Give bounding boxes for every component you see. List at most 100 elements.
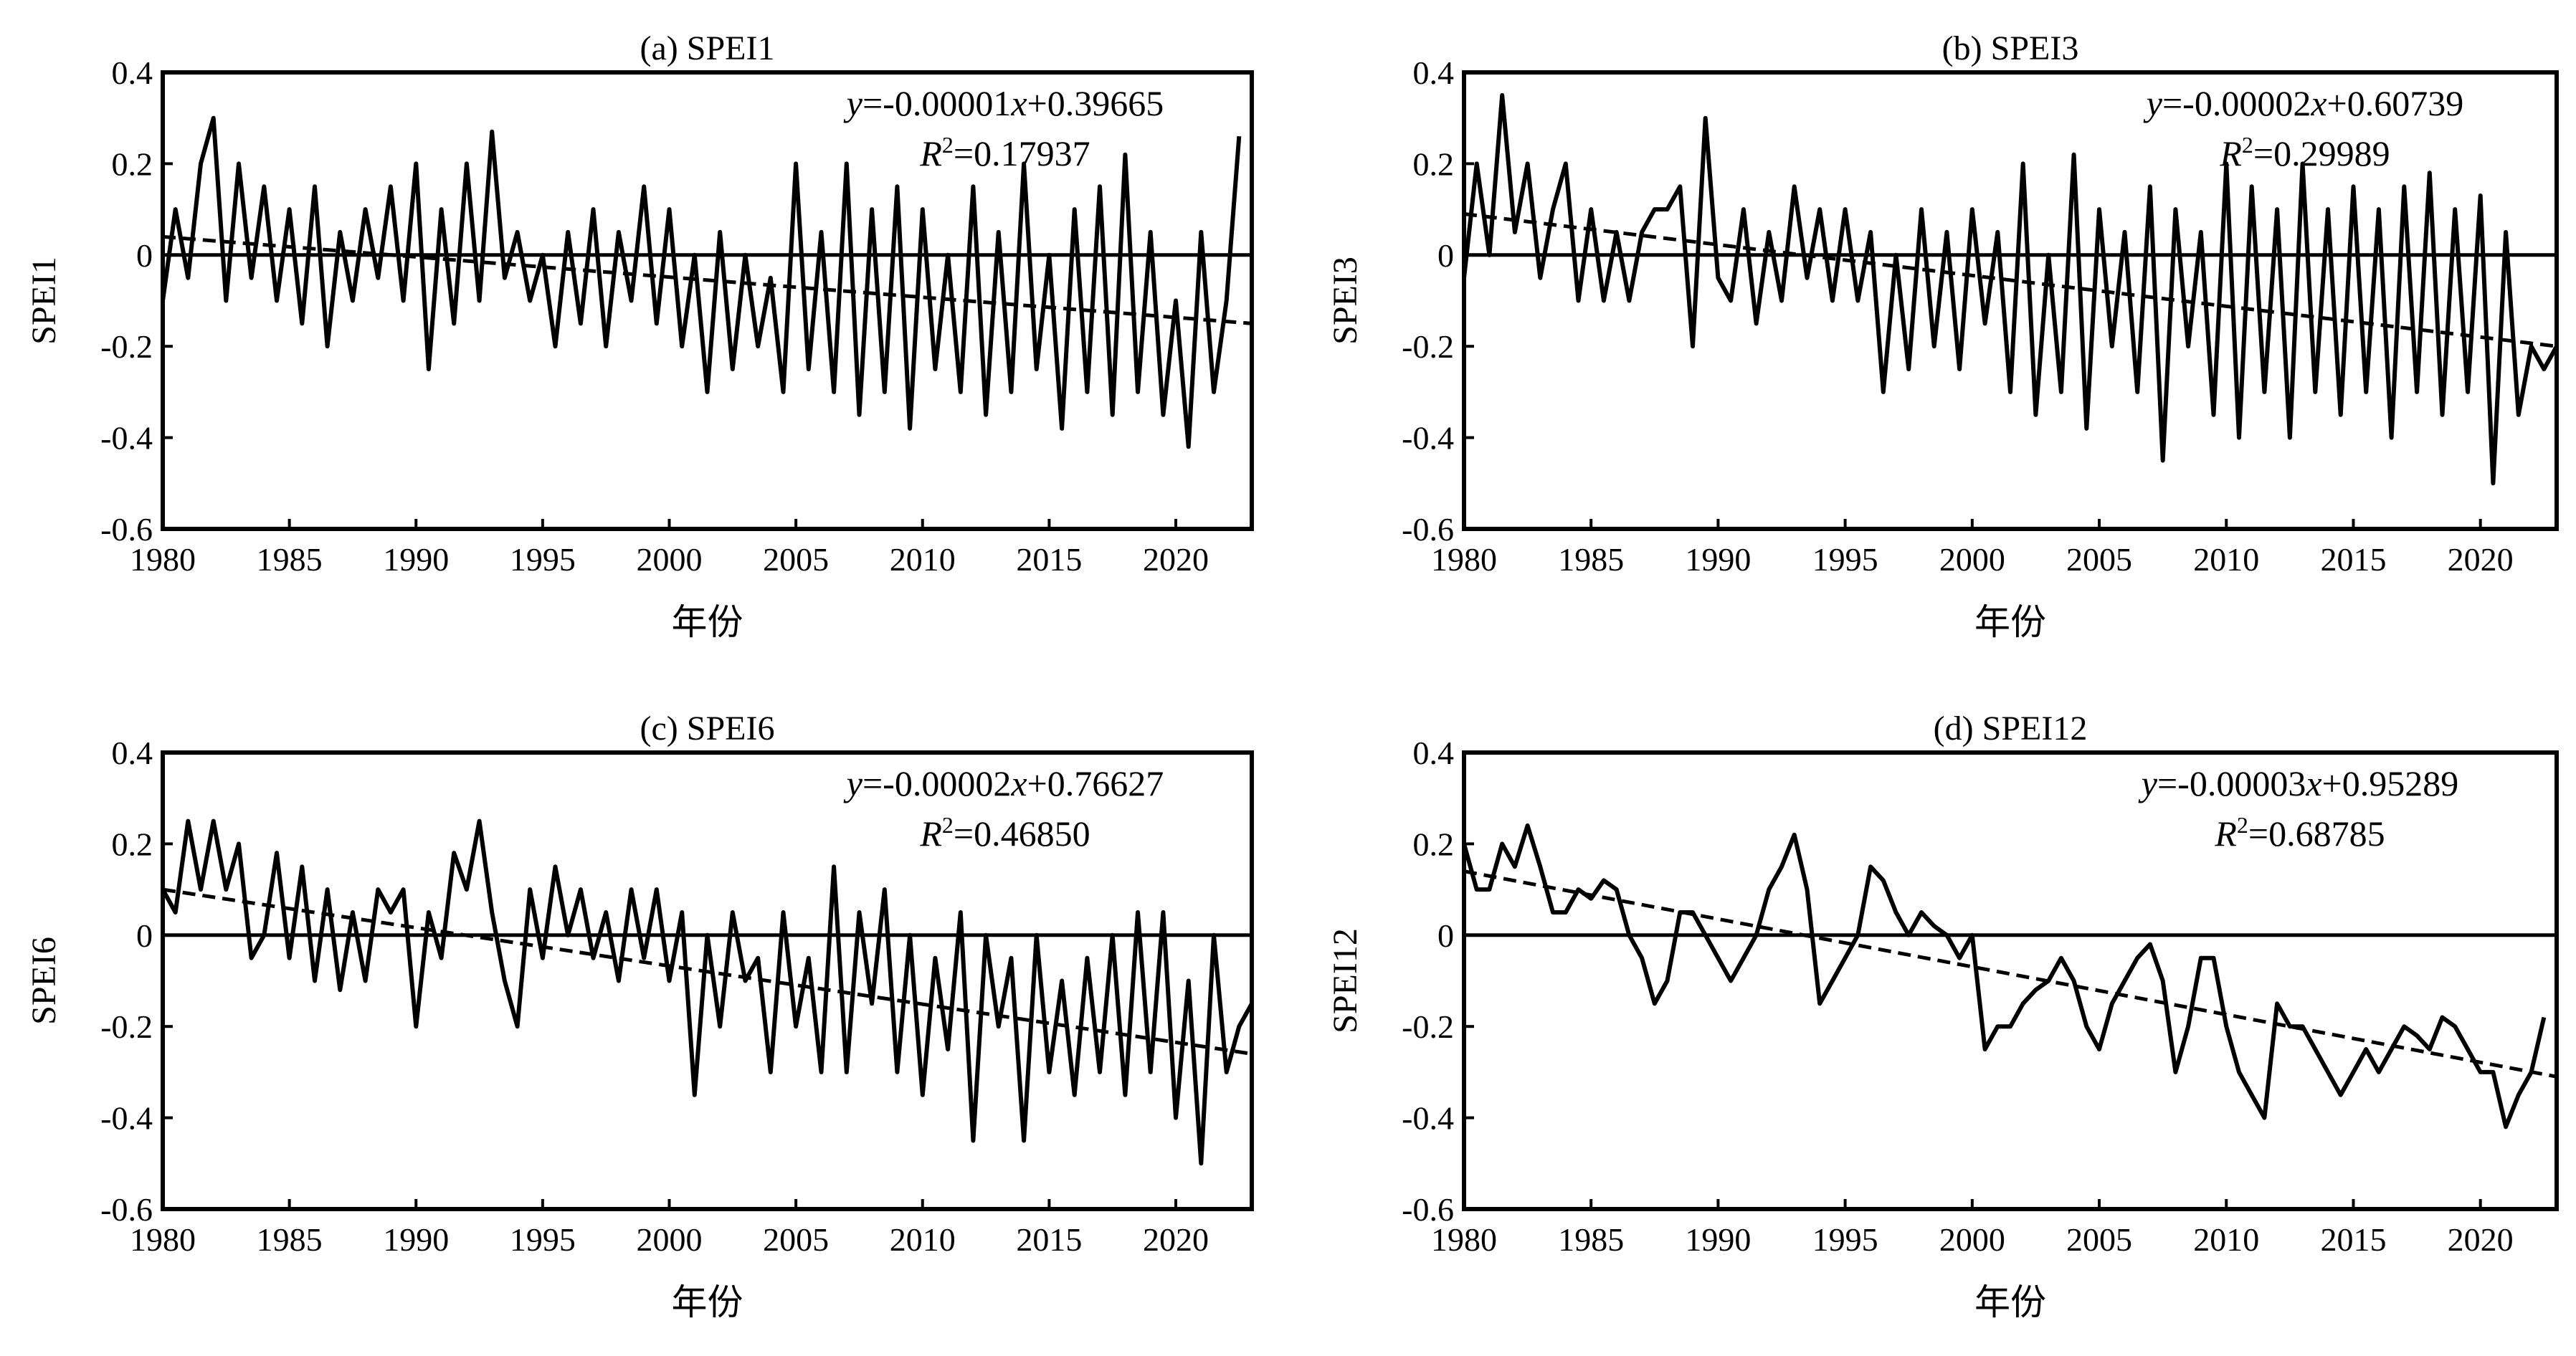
equation-y: y <box>843 83 863 123</box>
x-tick-label: 2020 <box>1143 1221 1209 1258</box>
y-tick-label: 0 <box>1437 237 1454 274</box>
x-tick-label: 1995 <box>510 1221 576 1258</box>
equation-intercept: +0.39665 <box>1027 83 1164 123</box>
equation-x: x <box>1010 83 1027 123</box>
x-tick-label: 2010 <box>2193 541 2259 578</box>
equation-slope: =-0.00003 <box>2157 763 2306 803</box>
equation-slope: =-0.00002 <box>862 763 1011 803</box>
y-tick-label: 0.2 <box>1413 145 1455 182</box>
equation-x: x <box>1010 763 1027 803</box>
x-tick-label: 2015 <box>2320 1221 2386 1258</box>
x-axis-label: 年份 <box>672 1282 743 1322</box>
y-tick-label: 0.4 <box>1413 54 1455 91</box>
r-squared-value: R2=0.29989 <box>2219 132 2390 173</box>
equation-intercept: +0.76627 <box>1027 763 1164 803</box>
x-tick-label: 2015 <box>2320 541 2386 578</box>
x-tick-label: 1995 <box>1812 1221 1878 1258</box>
x-axis-label: 年份 <box>1974 602 2046 642</box>
x-tick-label: 2020 <box>2448 1221 2514 1258</box>
x-tick-label: 1980 <box>1431 541 1497 578</box>
y-tick-label: 0.4 <box>112 54 153 91</box>
equation-slope: =-0.00001 <box>862 83 1011 123</box>
x-axis-label: 年份 <box>1974 1282 2046 1322</box>
y-axis-label: SPEI6 <box>25 937 63 1025</box>
r-squared-value: R2=0.46850 <box>919 812 1090 854</box>
linear-trend-line <box>162 887 1253 1056</box>
x-tick-label: 1980 <box>1431 1221 1497 1258</box>
r2-superscript: 2 <box>2242 132 2253 158</box>
x-tick-label: 1980 <box>130 541 196 578</box>
chart-title: (d) SPEI12 <box>1934 710 2088 748</box>
y-tick-label: -0.4 <box>1402 1100 1454 1137</box>
x-tick-label: 2020 <box>2448 541 2514 578</box>
r2-symbol: R <box>2214 813 2237 854</box>
linear-trend-line <box>1463 211 2557 348</box>
x-tick-label: 2000 <box>1939 1221 2005 1258</box>
y-tick-label: 0.4 <box>1413 735 1455 771</box>
equation-x: x <box>2305 763 2321 803</box>
x-tick-label: 2010 <box>2193 1221 2259 1258</box>
regression-equation: y=-0.00002x+0.76627 <box>843 763 1164 803</box>
x-tick-label: 2010 <box>890 541 956 578</box>
equation-y: y <box>2138 763 2158 803</box>
x-tick-label: 1990 <box>1685 541 1751 578</box>
r2-superscript: 2 <box>942 132 954 158</box>
y-tick-label: 0.2 <box>112 826 153 862</box>
y-tick-label: -0.2 <box>100 1008 153 1045</box>
x-tick-label: 2000 <box>637 541 703 578</box>
y-tick-label: -0.2 <box>100 328 153 365</box>
r2-superscript: 2 <box>942 812 954 838</box>
x-tick-label: 2010 <box>890 1221 956 1258</box>
plot-frame <box>161 750 1254 1211</box>
r2-symbol: R <box>919 133 942 173</box>
spei-series-line <box>161 115 1242 449</box>
y-tick-label: -0.6 <box>1402 511 1454 548</box>
y-axis-label: SPEI12 <box>1326 928 1364 1033</box>
x-tick-label: 2005 <box>763 541 829 578</box>
y-tick-label: -0.4 <box>100 420 153 457</box>
linear-trend-line <box>1463 869 2557 1079</box>
x-tick-label: 1990 <box>1685 1221 1751 1258</box>
x-tick-label: 2005 <box>2066 1221 2132 1258</box>
x-tick-label: 1985 <box>257 1221 323 1258</box>
x-tick-label: 1995 <box>1812 541 1878 578</box>
spei-series-line <box>1462 92 2559 486</box>
spei-series-line <box>1462 823 2547 1130</box>
equation-intercept: +0.95289 <box>2322 763 2459 803</box>
plot-frame <box>1462 750 2559 1211</box>
x-tick-label: 1980 <box>130 1221 196 1258</box>
r2-value: =0.17937 <box>954 133 1090 173</box>
r2-value: =0.46850 <box>954 813 1090 854</box>
y-tick-label: -0.6 <box>100 511 153 548</box>
regression-equation: y=-0.00001x+0.39665 <box>843 83 1164 123</box>
equation-y: y <box>2143 83 2163 123</box>
regression-equation: y=-0.00003x+0.95289 <box>2138 763 2458 803</box>
x-tick-label: 1985 <box>1558 1221 1624 1258</box>
y-axis-label: SPEI1 <box>25 257 63 345</box>
x-tick-label: 2000 <box>1939 541 2005 578</box>
y-tick-label: -0.4 <box>1402 420 1454 457</box>
y-tick-label: -0.6 <box>1402 1191 1454 1228</box>
y-tick-label: 0 <box>1437 917 1454 954</box>
x-tick-label: 1985 <box>257 541 323 578</box>
x-tick-label: 2020 <box>1143 541 1209 578</box>
y-tick-label: 0.2 <box>1413 826 1455 862</box>
r2-value: =0.68785 <box>2248 813 2385 854</box>
x-tick-label: 2000 <box>637 1221 703 1258</box>
r2-superscript: 2 <box>2237 812 2248 838</box>
r2-symbol: R <box>2219 133 2242 173</box>
x-tick-label: 2005 <box>763 1221 829 1258</box>
chart-panel-4: (d) SPEI12SPEI12年份0.40.20-0.2-0.4-0.6198… <box>1326 710 2559 1322</box>
y-axis-label: SPEI3 <box>1326 257 1364 345</box>
equation-x: x <box>2310 83 2327 123</box>
equation-slope: =-0.00002 <box>2162 83 2311 123</box>
x-tick-label: 1985 <box>1558 541 1624 578</box>
x-tick-label: 2015 <box>1016 541 1082 578</box>
y-tick-label: 0.2 <box>112 145 153 182</box>
y-tick-label: -0.6 <box>100 1191 153 1228</box>
y-tick-label: -0.2 <box>1402 328 1454 365</box>
y-tick-label: 0.4 <box>112 735 153 771</box>
